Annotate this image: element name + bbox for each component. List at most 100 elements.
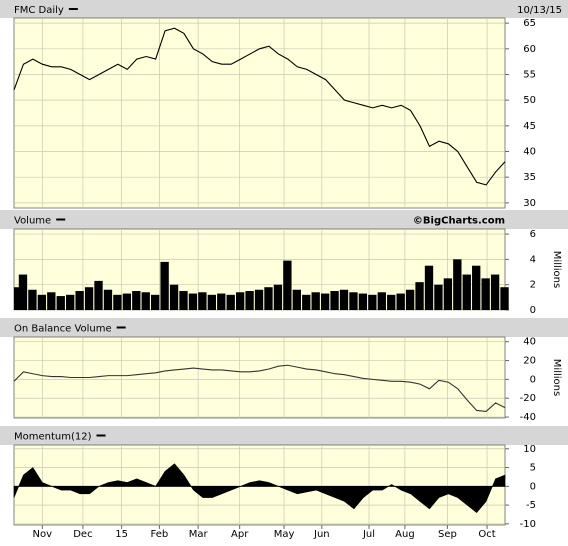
x-tick-label: Mar <box>189 529 209 540</box>
panel-title: Momentum(12) <box>14 432 92 443</box>
volume-bar <box>47 292 56 310</box>
y-axis-label: Millions <box>551 251 562 288</box>
volume-bar <box>188 293 198 310</box>
y-tick-label: -40 <box>520 412 536 423</box>
volume-bar <box>14 287 23 310</box>
volume-bar <box>217 293 226 310</box>
volume-bar <box>169 284 179 310</box>
volume-bar <box>226 294 235 310</box>
volume-bar <box>320 293 330 310</box>
y-tick-label: 40 <box>523 337 536 348</box>
x-tick-label: Dec <box>73 529 92 540</box>
x-tick-label: Nov <box>33 529 53 540</box>
y-tick-label: 2 <box>530 280 536 291</box>
volume-bar <box>424 265 434 310</box>
volume-bar <box>339 289 349 310</box>
volume-bar <box>349 292 358 310</box>
panel-title: On Balance Volume <box>14 324 112 335</box>
y-tick-label: 30 <box>523 198 536 209</box>
panel-header <box>0 426 568 445</box>
price-line <box>13 27 506 186</box>
y-tick-label: 0 <box>530 481 536 492</box>
volume-bar <box>84 287 94 310</box>
x-tick-label: Feb <box>151 529 169 540</box>
y-tick-label: 45 <box>523 121 536 132</box>
x-tick-label: Sep <box>438 529 457 540</box>
volume-bar <box>472 265 481 310</box>
volume-bar <box>311 292 320 310</box>
y-tick-label: -5 <box>526 500 536 511</box>
y-tick-label: 40 <box>523 147 536 158</box>
panel-title: FMC Daily <box>14 5 64 16</box>
volume-bar <box>377 292 386 310</box>
volume-bar <box>330 291 339 310</box>
y-tick-label: 0 <box>530 374 536 385</box>
volume-bar <box>141 292 150 310</box>
y-tick-label: 10 <box>523 444 536 455</box>
volume-bar <box>207 294 216 310</box>
y-tick-label: 55 <box>523 69 536 80</box>
volume-bar <box>94 280 103 310</box>
panel-title: Volume <box>14 216 51 227</box>
x-tick-label: Oct <box>478 529 495 540</box>
volume-bar <box>103 289 113 310</box>
panel-header <box>0 318 568 337</box>
volume-bar <box>405 289 415 310</box>
plot-area <box>13 336 506 419</box>
x-tick-label: Jun <box>313 529 330 540</box>
volume-bar <box>302 294 311 310</box>
volume-bar <box>481 278 490 310</box>
y-tick-label: -20 <box>520 393 536 404</box>
volume-bar <box>443 278 453 310</box>
volume-bar <box>434 284 443 310</box>
x-tick-label: 15 <box>115 529 128 540</box>
x-tick-label: Aug <box>395 529 415 540</box>
panel-header <box>0 210 568 229</box>
panel-header <box>0 0 568 18</box>
y-tick-label: 4 <box>530 254 536 265</box>
y-tick-label: 50 <box>523 95 536 106</box>
price-line <box>13 364 506 412</box>
volume-bar <box>245 291 254 310</box>
volume-bar <box>75 291 84 310</box>
chart-date: 10/13/15 <box>517 5 562 16</box>
y-axis-label: Millions <box>551 359 562 396</box>
volume-bar <box>151 294 160 310</box>
volume-bar <box>490 274 500 310</box>
volume-bar <box>254 289 264 310</box>
volume-bar <box>160 261 169 310</box>
volume-bar <box>179 291 188 310</box>
y-tick-label: 60 <box>523 44 536 55</box>
y-tick-label: 0 <box>530 305 536 316</box>
volume-bar <box>292 289 301 310</box>
volume-bar <box>122 293 132 310</box>
volume-bar <box>283 260 292 310</box>
plot-area <box>13 17 506 209</box>
volume-bar <box>358 293 368 310</box>
volume-bar <box>113 294 122 310</box>
volume-bar <box>37 294 47 310</box>
volume-bar <box>18 274 28 310</box>
y-tick-label: 5 <box>530 463 536 474</box>
y-tick-label: 65 <box>523 18 536 29</box>
volume-bar <box>453 259 462 310</box>
y-tick-label: 6 <box>530 229 536 240</box>
volume-bar <box>415 282 424 310</box>
volume-bar <box>28 289 37 310</box>
y-tick-label: 20 <box>523 356 536 367</box>
volume-bar <box>396 293 405 310</box>
volume-bar <box>132 291 141 310</box>
volume-bar <box>264 287 273 310</box>
volume-bar <box>387 294 396 310</box>
x-tick-label: Apr <box>231 529 249 540</box>
x-tick-label: Jul <box>362 529 375 540</box>
volume-bar <box>198 292 207 310</box>
volume-bar <box>66 294 75 310</box>
volume-bar <box>500 287 509 310</box>
y-tick-label: 35 <box>523 172 536 183</box>
x-tick-label: May <box>274 529 295 540</box>
momentum-area <box>13 463 506 514</box>
volume-bar <box>56 296 65 310</box>
y-tick-label: -10 <box>520 519 536 530</box>
